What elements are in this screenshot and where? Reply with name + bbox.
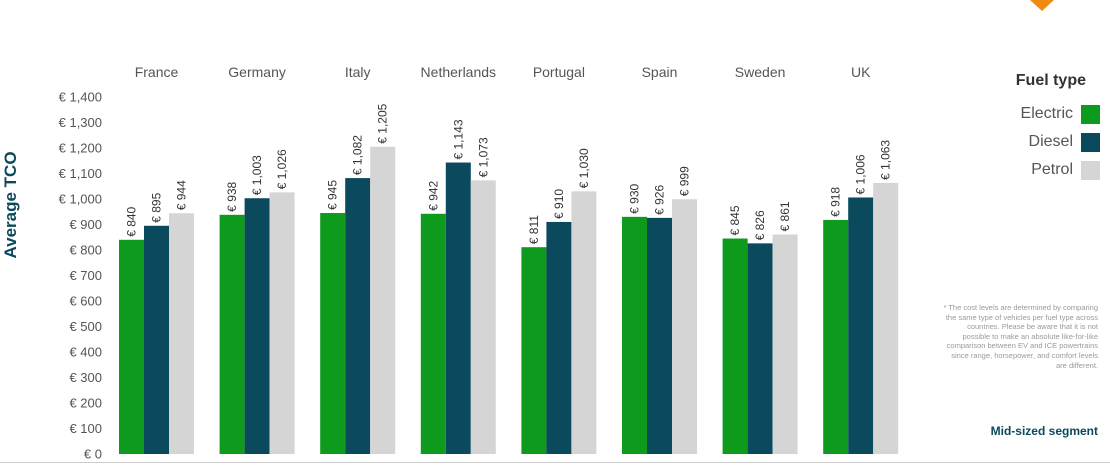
x-category-label: Netherlands bbox=[421, 64, 497, 80]
y-tick-label: € 600 bbox=[69, 294, 102, 309]
data-label: € 826 bbox=[753, 210, 767, 240]
y-tick-label: € 100 bbox=[69, 421, 102, 436]
legend-label: Diesel bbox=[1028, 133, 1073, 150]
bar-diesel bbox=[647, 217, 672, 454]
bar-diesel bbox=[848, 197, 874, 454]
data-label: € 895 bbox=[150, 192, 164, 222]
bar-petrol bbox=[370, 146, 396, 454]
legend-swatch bbox=[1081, 132, 1100, 152]
data-label: € 811 bbox=[527, 215, 541, 244]
x-category-label: Portugal bbox=[533, 64, 585, 80]
y-tick-label: € 700 bbox=[69, 268, 102, 283]
bar-diesel bbox=[546, 221, 572, 454]
data-label: € 1,006 bbox=[854, 154, 868, 194]
y-tick-label: € 200 bbox=[69, 396, 102, 411]
y-tick-label: € 1,400 bbox=[59, 90, 102, 105]
footnote: * The cost levels are determined by comp… bbox=[943, 303, 1098, 370]
legend-swatch bbox=[1081, 160, 1100, 180]
bar-electric bbox=[219, 214, 245, 454]
bar-electric bbox=[521, 247, 547, 454]
bar-electric bbox=[722, 238, 748, 454]
country-labels: France Germany Italy Netherlands Portugal Spa… bbox=[135, 64, 871, 80]
bar-electric bbox=[119, 239, 144, 454]
data-label: € 1,082 bbox=[351, 135, 365, 175]
segment-label: Mid-sized segment bbox=[990, 424, 1098, 438]
data-label: € 1,073 bbox=[476, 137, 490, 177]
y-tick-label: € 800 bbox=[69, 243, 102, 258]
bar-diesel bbox=[747, 243, 773, 454]
bars bbox=[119, 146, 899, 454]
legend-item-petrol: Petrol bbox=[990, 156, 1100, 184]
y-axis-ticks: € 0 € 100 € 200 € 300 € 400 € 500 € 600 € 700 € … bbox=[59, 90, 102, 462]
bar-diesel bbox=[445, 162, 471, 454]
data-label: € 942 bbox=[426, 180, 440, 210]
bar-diesel bbox=[345, 178, 371, 454]
legend: Fuel type Electric Diesel Petrol bbox=[990, 72, 1100, 184]
x-category-label: France bbox=[135, 64, 179, 80]
legend-label: Petrol bbox=[1031, 161, 1073, 178]
bottom-divider bbox=[0, 462, 1110, 463]
bar-diesel bbox=[244, 198, 270, 454]
data-label: € 930 bbox=[628, 183, 642, 213]
bar-electric bbox=[823, 219, 849, 454]
y-tick-label: € 500 bbox=[69, 319, 102, 334]
data-label: € 1,030 bbox=[577, 148, 591, 188]
data-label: € 861 bbox=[778, 201, 792, 231]
y-tick-label: € 0 bbox=[84, 447, 102, 462]
data-label: € 1,026 bbox=[275, 149, 289, 189]
bar-diesel bbox=[144, 225, 169, 454]
bar-petrol bbox=[470, 180, 496, 454]
bar-petrol bbox=[169, 213, 194, 454]
data-label: € 999 bbox=[678, 166, 692, 196]
data-label: € 926 bbox=[653, 185, 667, 215]
data-label: € 918 bbox=[829, 187, 843, 217]
data-label: € 944 bbox=[175, 180, 189, 210]
bar-electric bbox=[420, 213, 446, 454]
x-category-label: Italy bbox=[345, 64, 371, 80]
data-label: € 910 bbox=[552, 189, 566, 219]
data-label: € 1,003 bbox=[250, 155, 264, 195]
legend-label: Electric bbox=[1020, 105, 1073, 122]
orange-triangle-mark bbox=[1030, 0, 1054, 11]
bar-electric bbox=[622, 216, 647, 454]
y-tick-label: € 1,100 bbox=[59, 166, 102, 181]
y-tick-label: € 300 bbox=[69, 370, 102, 385]
data-labels: € 840 € 895 € 944 € 938 € 1,003 € 1,026 € 945 €… bbox=[125, 103, 893, 244]
bar-petrol bbox=[571, 191, 597, 454]
data-label: € 1,205 bbox=[376, 103, 390, 143]
x-category-label: Sweden bbox=[735, 64, 786, 80]
y-tick-label: € 1,200 bbox=[59, 141, 102, 156]
data-label: € 840 bbox=[125, 206, 139, 236]
legend-entries: Electric Diesel Petrol bbox=[990, 100, 1100, 184]
data-label: € 1,063 bbox=[879, 140, 893, 180]
legend-swatch bbox=[1081, 104, 1100, 124]
y-tick-label: € 1,300 bbox=[59, 115, 102, 130]
y-tick-label: € 400 bbox=[69, 345, 102, 360]
y-tick-label: € 900 bbox=[69, 217, 102, 232]
data-label: € 945 bbox=[326, 180, 340, 210]
legend-item-electric: Electric bbox=[990, 100, 1100, 128]
data-label: € 845 bbox=[728, 205, 742, 235]
data-label: € 938 bbox=[225, 181, 239, 211]
legend-title: Fuel type bbox=[1015, 72, 1086, 89]
x-category-label: Spain bbox=[642, 64, 678, 80]
y-axis-label: Average TCO bbox=[1, 151, 20, 258]
bar-petrol bbox=[873, 182, 899, 454]
y-tick-label: € 1,000 bbox=[59, 192, 102, 207]
bar-petrol bbox=[672, 199, 697, 454]
legend-item-diesel: Diesel bbox=[990, 128, 1100, 156]
bar-petrol bbox=[269, 192, 295, 454]
data-label: € 1,143 bbox=[451, 119, 465, 159]
bar-petrol bbox=[772, 234, 798, 454]
x-category-label: UK bbox=[851, 64, 871, 80]
bar-electric bbox=[320, 213, 346, 454]
x-category-label: Germany bbox=[228, 64, 286, 80]
